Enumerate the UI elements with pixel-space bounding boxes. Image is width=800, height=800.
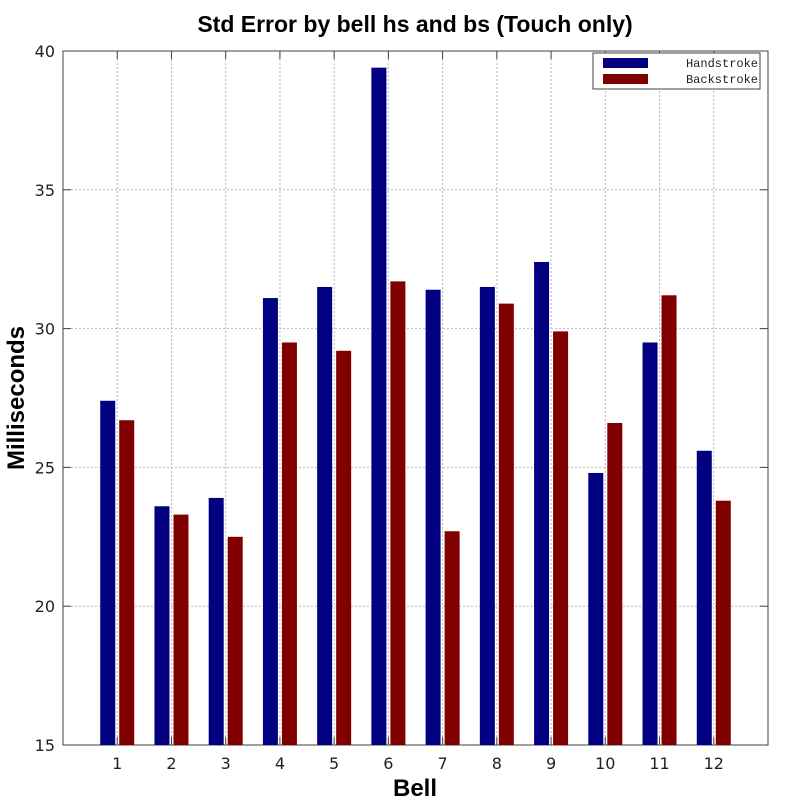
- handstroke-bar: [371, 67, 387, 745]
- backstroke-bar: [498, 303, 514, 745]
- handstroke-bar: [208, 497, 224, 745]
- legend: Handstroke Backstroke: [592, 52, 761, 90]
- x-tick-label: 10: [595, 754, 615, 773]
- handstroke-bar: [317, 286, 333, 745]
- handstroke-bar: [425, 289, 441, 745]
- x-tick-label: 9: [546, 754, 556, 773]
- backstroke-bar: [281, 342, 297, 745]
- handstroke-bar: [642, 342, 658, 745]
- x-tick-label: 12: [704, 754, 724, 773]
- legend-swatch: [603, 58, 648, 68]
- x-tick-label: 11: [649, 754, 669, 773]
- y-tick-label: 35: [35, 181, 55, 200]
- handstroke-bar: [588, 472, 604, 745]
- handstroke-bar: [154, 506, 170, 745]
- x-tick-label: 5: [329, 754, 339, 773]
- x-tick-label: 7: [438, 754, 448, 773]
- y-tick-label: 20: [35, 597, 55, 616]
- handstroke-bar: [262, 298, 278, 745]
- x-tick-label: 6: [383, 754, 393, 773]
- x-axis-label: Bell: [393, 775, 437, 800]
- x-tick-label: 1: [112, 754, 122, 773]
- chart-title: Std Error by bell hs and bs (Touch only): [197, 11, 632, 37]
- backstroke-bar: [607, 422, 623, 745]
- backstroke-bar: [227, 536, 243, 745]
- x-tick-label: 4: [275, 754, 285, 773]
- x-tick-label: 3: [221, 754, 231, 773]
- legend-swatch: [603, 74, 648, 84]
- y-tick-label: 15: [35, 736, 55, 755]
- backstroke-bar: [119, 420, 135, 745]
- backstroke-bar: [444, 531, 460, 745]
- y-tick-label: 40: [35, 42, 55, 61]
- handstroke-bar: [696, 450, 712, 745]
- handstroke-bar: [100, 400, 116, 745]
- x-tick-label: 2: [166, 754, 176, 773]
- backstroke-bar: [390, 281, 406, 745]
- legend-label: Backstroke: [686, 73, 758, 87]
- handstroke-bar: [479, 286, 495, 745]
- handstroke-bar: [534, 261, 550, 745]
- backstroke-bar: [336, 350, 352, 745]
- bars: [100, 67, 731, 745]
- y-tick-label: 25: [35, 458, 55, 477]
- backstroke-bar: [173, 514, 189, 745]
- backstroke-bar: [553, 331, 569, 745]
- backstroke-bar: [661, 295, 677, 745]
- legend-label: Handstroke: [686, 57, 758, 71]
- backstroke-bar: [715, 500, 731, 745]
- x-tick-label: 8: [492, 754, 502, 773]
- y-tick-label: 30: [35, 320, 55, 339]
- y-axis-label: Milliseconds: [3, 326, 30, 470]
